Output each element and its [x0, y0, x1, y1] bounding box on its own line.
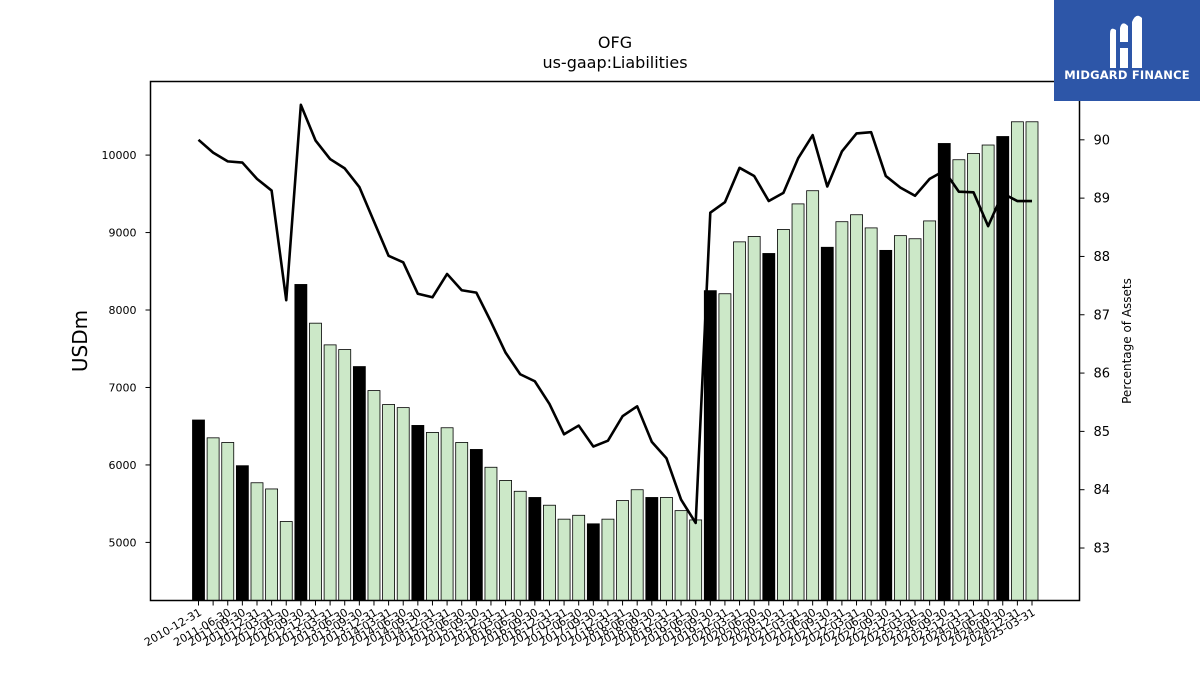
- y-axis-label: USDm: [68, 310, 92, 372]
- bar-2023-09-30: [937, 143, 951, 601]
- bar-2016-06-30: [513, 490, 527, 601]
- bar-2014-06-30: [396, 407, 410, 601]
- bar-2021-09-30: [820, 246, 834, 601]
- bar-2018-09-30: [645, 497, 659, 601]
- bar-2023-12-31: [952, 159, 966, 601]
- bar-2021-12-31: [835, 221, 849, 601]
- bar-2017-12-31: [601, 518, 615, 601]
- bar-2024-03-31: [967, 153, 980, 601]
- bar-2018-03-31: [616, 500, 629, 601]
- chart-subtitle: us-gaap:Liabilities: [542, 53, 687, 72]
- y2-tick-label: 90: [1094, 133, 1111, 148]
- y-tick-label: 8000: [109, 304, 137, 317]
- bar-2015-09-30: [469, 449, 483, 601]
- bar-2025-03-31: [1025, 121, 1039, 601]
- bar-2015-12-31: [484, 466, 498, 601]
- bar-2020-03-31: [733, 241, 746, 601]
- bar-2020-09-30: [762, 253, 776, 601]
- bar-2022-03-31: [850, 214, 863, 601]
- bar-2012-03-31: [265, 488, 279, 601]
- y2-axis-label: Percentage of Assets: [1120, 278, 1134, 404]
- y-axis-left: 5000 6000 7000 8000 9000 10000: [102, 149, 151, 549]
- bar-2012-09-30: [294, 284, 308, 601]
- bar-2022-12-31: [893, 235, 907, 601]
- bar-2013-06-30: [338, 349, 352, 601]
- bar-2016-09-30: [528, 497, 542, 601]
- bar-2014-12-31: [426, 432, 439, 601]
- bar-2024-09-30: [996, 136, 1010, 601]
- bar-2013-09-30: [352, 366, 366, 601]
- bar-2022-06-30: [864, 227, 878, 601]
- y2-tick-label: 86: [1094, 367, 1111, 382]
- bar-2022-09-30: [879, 249, 893, 601]
- bar-2013-03-31: [323, 344, 337, 601]
- bar-2011-03-31: [206, 437, 220, 601]
- bar-2019-12-31: [718, 293, 732, 601]
- y2-tick-label: 88: [1094, 250, 1111, 265]
- bar-2021-03-31: [791, 203, 805, 601]
- bar-2019-06-30: [689, 519, 703, 601]
- bar-2012-06-30: [279, 521, 293, 601]
- plot-frame: [149, 80, 1081, 602]
- y2-tick-label: 89: [1094, 192, 1111, 207]
- y-tick-label: 10000: [102, 149, 137, 162]
- bar-2017-03-31: [557, 518, 571, 601]
- bar-2012-12-31: [309, 322, 322, 601]
- bar-2011-09-30: [235, 465, 249, 601]
- brand-name: MIDGARD FINANCE: [1064, 68, 1190, 82]
- x-axis: 2010-12-312011-06-302011-09-302011-12-31…: [142, 600, 1038, 649]
- bar-2016-03-31: [499, 480, 512, 601]
- bar-2015-06-30: [455, 442, 469, 601]
- bar-2024-12-31: [1010, 121, 1024, 601]
- percentage-line: [197, 103, 1032, 525]
- brand-logo: MIDGARD FINANCE: [1054, 0, 1200, 101]
- bar-2014-03-31: [382, 404, 396, 601]
- chart-title: OFG: [598, 33, 632, 52]
- bar-2010-12-31: [192, 419, 205, 601]
- bar-2018-06-30: [630, 489, 644, 601]
- bar-2014-09-30: [411, 425, 425, 601]
- bar-2016-12-31: [543, 504, 556, 601]
- y-tick-label: 6000: [109, 459, 137, 472]
- bar-2020-12-31: [777, 229, 790, 601]
- y-tick-label: 7000: [109, 381, 137, 394]
- bar-2018-12-31: [660, 497, 673, 601]
- bar-2011-12-31: [250, 482, 264, 601]
- percentage-line-series: [197, 103, 1032, 525]
- y-tick-label: 5000: [109, 536, 137, 549]
- bar-2020-06-30: [747, 236, 761, 601]
- bar-2013-12-31: [367, 390, 381, 601]
- bar-2021-06-30: [806, 190, 820, 601]
- bar-2019-03-31: [674, 510, 688, 601]
- bar-2011-06-30: [221, 442, 235, 601]
- bar-2019-09-30: [703, 290, 717, 601]
- y2-tick-label: 87: [1094, 308, 1111, 323]
- bar-2023-03-31: [908, 238, 922, 601]
- bar-2015-03-31: [440, 427, 454, 601]
- y2-tick-label: 85: [1094, 425, 1111, 440]
- bar-2017-06-30: [572, 514, 586, 601]
- y2-tick-label: 84: [1094, 483, 1111, 498]
- bar-2017-09-30: [586, 523, 600, 601]
- midgard-logo-icon: [1110, 15, 1142, 68]
- y-tick-label: 9000: [109, 227, 137, 240]
- y-axis-right: 83 84 85 86 87 88 89 90: [1079, 133, 1111, 557]
- bar-2023-06-30: [923, 220, 937, 601]
- y2-tick-label: 83: [1094, 542, 1111, 557]
